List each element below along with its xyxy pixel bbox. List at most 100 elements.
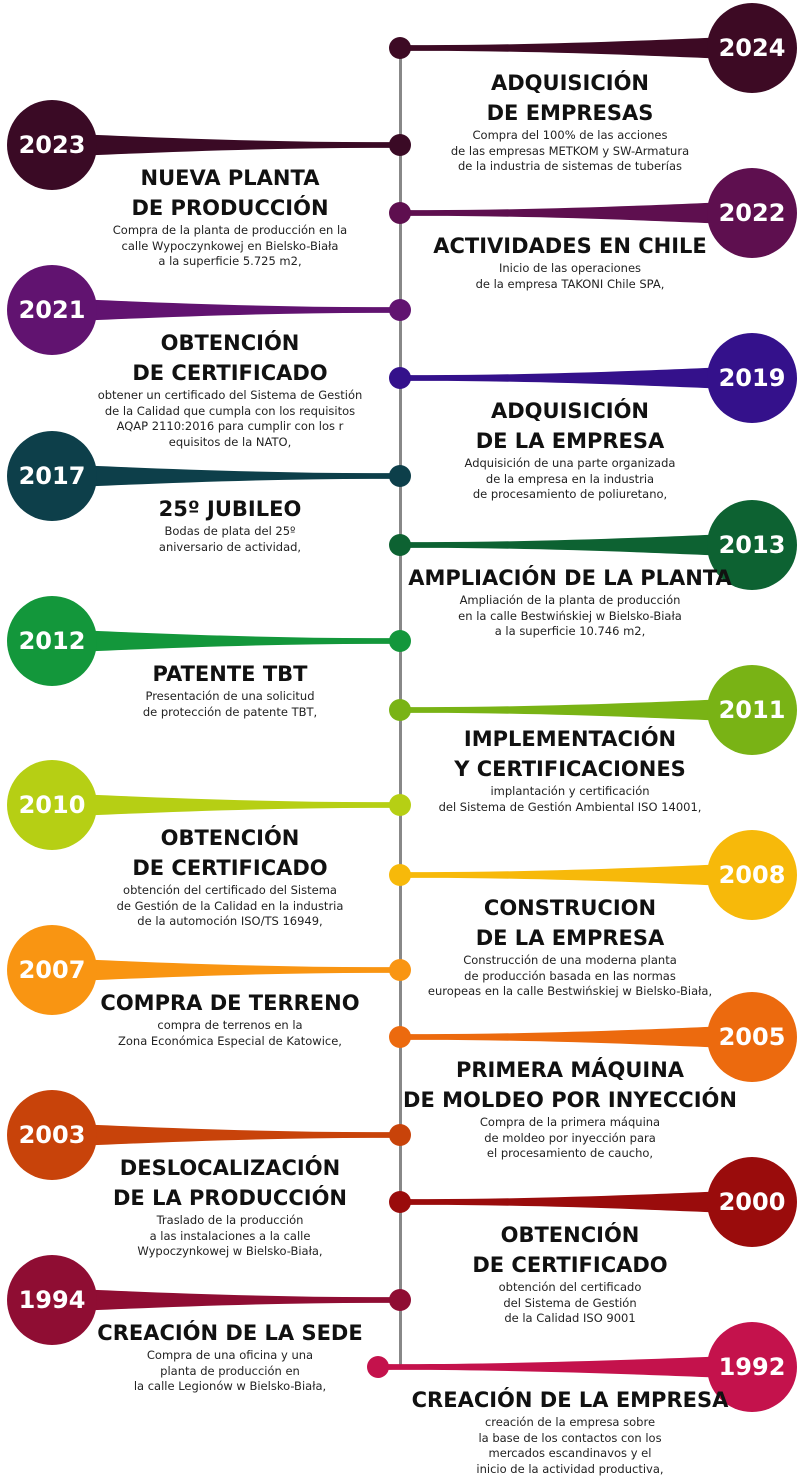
event-description: Compra de una oficina y una planta de pr… [133, 1348, 327, 1393]
year-badge-2005: 2005 [707, 992, 797, 1082]
connector-2008 [400, 863, 752, 887]
timeline-dot-2010 [389, 794, 411, 816]
event-description: Traslado de la producción a las instalac… [137, 1213, 323, 1258]
timeline-dot-2000 [389, 1191, 411, 1213]
timeline-dot-2024 [389, 37, 411, 59]
timeline-dot-2019 [389, 367, 411, 389]
event-title: COMPRA DE TERRENO [100, 991, 360, 1015]
event-description: obtener un certificado del Sistema de Ge… [97, 388, 363, 449]
event-title: ACTIVIDADES EN CHILE [433, 234, 707, 258]
event-description: compra de terrenos en la Zona Económica … [118, 1018, 342, 1048]
year-badge-1994: 1994 [7, 1255, 97, 1345]
event-description: creación de la empresa sobre la base de … [476, 1415, 664, 1476]
event-description: Compra de la planta de producción en la … [112, 223, 348, 268]
event-2011: IMPLEMENTACIÓN Y CERTIFICACIONES implanta… [400, 724, 740, 815]
timeline-dot-2013 [389, 534, 411, 556]
event-title: NUEVA PLANTA DE PRODUCCIÓN [131, 166, 329, 220]
connector-1994 [52, 1288, 400, 1312]
timeline-dot-1994 [389, 1289, 411, 1311]
timeline-dot-2021 [389, 299, 411, 321]
year-badge-2017: 2017 [7, 431, 97, 521]
connector-2024 [400, 36, 752, 60]
event-description: obtención del certificado del Sistema de… [116, 883, 344, 928]
timeline-dot-1992 [367, 1356, 389, 1378]
event-title: DESLOCALIZACIÓN DE LA PRODUCCIÓN [113, 1156, 347, 1210]
event-title: 25º JUBILEO [158, 497, 302, 521]
year-badge-2012: 2012 [7, 596, 97, 686]
event-title: PATENTE TBT [152, 662, 308, 686]
event-title: AMPLIACIÓN DE LA PLANTA [408, 566, 732, 590]
year-badge-2013: 2013 [707, 500, 797, 590]
year-badge-2003: 2003 [7, 1090, 97, 1180]
event-title: CREACIÓN DE LA SEDE [97, 1321, 363, 1345]
event-title: CONSTRUCION DE LA EMPRESA [475, 896, 665, 950]
year-badge-1992: 1992 [707, 1322, 797, 1412]
connector-2019 [400, 366, 752, 390]
event-2010: OBTENCIÓN DE CERTIFICADO obtención del ce… [60, 823, 400, 930]
event-description: Compra del 100% de las acciones de las e… [450, 128, 690, 173]
timeline-dot-2003 [389, 1124, 411, 1146]
year-badge-2011: 2011 [707, 665, 797, 755]
event-description: Presentación de una solicitud de protecc… [142, 689, 318, 719]
event-title: IMPLEMENTACIÓN Y CERTIFICACIONES [454, 727, 686, 781]
year-badge-2000: 2000 [707, 1157, 797, 1247]
event-description: implantación y certificación del Sistema… [438, 784, 702, 814]
event-2003: DESLOCALIZACIÓN DE LA PRODUCCIÓN Traslado… [60, 1153, 400, 1260]
timeline-dot-2023 [389, 134, 411, 156]
event-2007: COMPRA DE TERRENO compra de terrenos en l… [60, 988, 400, 1049]
event-2005: PRIMERA MÁQUINA DE MOLDEO POR INYECCIÓN C… [400, 1055, 740, 1162]
connector-2021 [52, 298, 400, 322]
event-description: obtención del certificado del Sistema de… [498, 1280, 642, 1325]
event-1992: CREACIÓN DE LA EMPRESA creación de la emp… [400, 1385, 740, 1477]
year-badge-2019: 2019 [707, 333, 797, 423]
event-title: CREACIÓN DE LA EMPRESA [411, 1388, 729, 1412]
connector-2022 [400, 201, 752, 225]
timeline-dot-2007 [389, 959, 411, 981]
year-badge-2023: 2023 [7, 100, 97, 190]
connector-2013 [400, 533, 752, 557]
event-title: OBTENCIÓN DE CERTIFICADO [472, 1223, 668, 1277]
connector-2017 [52, 464, 400, 488]
timeline-dot-2005 [389, 1026, 411, 1048]
year-badge-2024: 2024 [707, 3, 797, 93]
timeline-dot-2022 [389, 202, 411, 224]
timeline-dot-2012 [389, 630, 411, 652]
event-1994: CREACIÓN DE LA SEDE Compra de una oficina… [60, 1318, 400, 1395]
event-2013: AMPLIACIÓN DE LA PLANTA Ampliación de la … [400, 563, 740, 640]
event-2023: NUEVA PLANTA DE PRODUCCIÓN Compra de la p… [60, 163, 400, 270]
event-title: ADQUISICIÓN DE EMPRESAS [486, 71, 654, 125]
event-description: Inicio de las operaciones de la empresa … [475, 261, 665, 291]
event-description: Compra de la primera máquina de moldeo p… [479, 1115, 661, 1160]
event-description: Adquisición de una parte organizada de l… [464, 456, 676, 501]
event-2008: CONSTRUCION DE LA EMPRESA Construcción de… [400, 893, 740, 1000]
connector-1992 [378, 1355, 752, 1379]
event-2022: ACTIVIDADES EN CHILE Inicio de las operac… [400, 231, 740, 292]
event-title: OBTENCIÓN DE CERTIFICADO [132, 826, 328, 880]
connector-2000 [400, 1190, 752, 1214]
event-title: OBTENCIÓN DE CERTIFICADO [132, 331, 328, 385]
year-badge-2010: 2010 [7, 760, 97, 850]
connector-2011 [400, 698, 752, 722]
event-description: Bodas de plata del 25º aniversario de ac… [158, 524, 302, 554]
event-2021: OBTENCIÓN DE CERTIFICADO obtener un certi… [60, 328, 400, 450]
event-2000: OBTENCIÓN DE CERTIFICADO obtención del ce… [400, 1220, 740, 1327]
connector-2005 [400, 1025, 752, 1049]
year-badge-2008: 2008 [707, 830, 797, 920]
year-badge-2021: 2021 [7, 265, 97, 355]
connector-2007 [52, 958, 400, 982]
event-title: ADQUISICIÓN DE LA EMPRESA [475, 399, 665, 453]
event-title: PRIMERA MÁQUINA DE MOLDEO POR INYECCIÓN [403, 1058, 737, 1112]
event-2012: PATENTE TBT Presentación de una solicitud… [60, 659, 400, 720]
connector-2012 [52, 629, 400, 653]
event-2017: 25º JUBILEO Bodas de plata del 25º aniver… [60, 494, 400, 555]
timeline-dot-2017 [389, 465, 411, 487]
connector-2010 [52, 793, 400, 817]
event-2019: ADQUISICIÓN DE LA EMPRESA Adquisición de … [400, 396, 740, 503]
event-description: Ampliación de la planta de producción en… [458, 593, 682, 638]
timeline-dot-2008 [389, 864, 411, 886]
year-badge-2022: 2022 [707, 168, 797, 258]
connector-2023 [52, 133, 400, 157]
event-2024: ADQUISICIÓN DE EMPRESAS Compra del 100% d… [400, 68, 740, 175]
